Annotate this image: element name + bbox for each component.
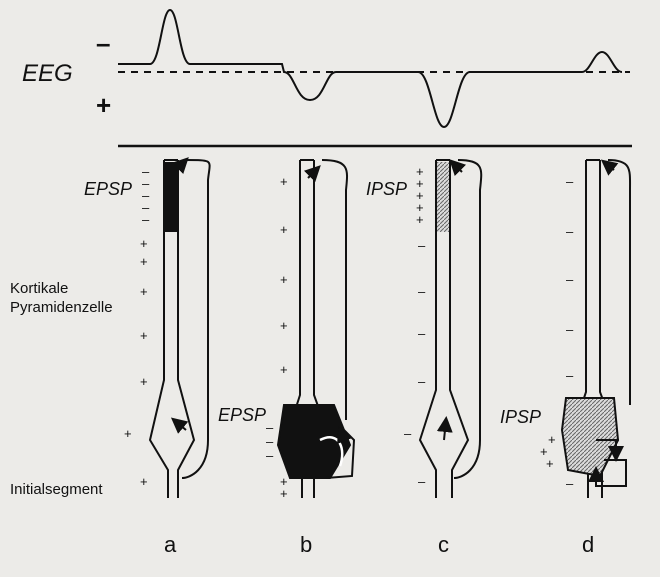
svg-text:+: +	[280, 474, 288, 489]
charges-a: ––– –– +++ +++ +	[124, 164, 150, 489]
svg-text:–: –	[142, 164, 150, 179]
svg-text:+: +	[546, 456, 554, 471]
svg-text:–: –	[566, 272, 574, 287]
svg-text:+: +	[280, 318, 288, 333]
svg-text:–: –	[418, 284, 426, 299]
svg-text:–: –	[404, 426, 412, 441]
neuron-d	[560, 159, 632, 498]
charges-d: ––– –– +++ –	[540, 174, 574, 491]
neuron-c	[418, 159, 483, 498]
svg-text:+: +	[540, 444, 548, 459]
svg-text:+: +	[140, 254, 148, 269]
svg-text:+: +	[416, 176, 424, 191]
svg-text:+: +	[416, 164, 424, 179]
eeg-plus-sign: +	[96, 90, 112, 120]
svg-text:+: +	[140, 236, 148, 251]
svg-text:–: –	[266, 434, 274, 449]
svg-text:–: –	[418, 374, 426, 389]
label-epsp-b: EPSP	[218, 405, 267, 425]
svg-text:+: +	[124, 426, 132, 441]
svg-text:+: +	[280, 362, 288, 377]
svg-text:+: +	[280, 174, 288, 189]
label-ipsp-c: IPSP	[366, 179, 408, 199]
svg-text:–: –	[418, 238, 426, 253]
svg-text:+: +	[140, 374, 148, 389]
label-initial-segment: Initialsegment	[10, 481, 103, 498]
svg-text:+: +	[280, 486, 288, 501]
svg-text:+: +	[140, 474, 148, 489]
panel-letter-c: c	[438, 532, 449, 557]
svg-text:–: –	[566, 224, 574, 239]
svg-text:–: –	[142, 212, 150, 227]
charges-c: +++ ++ ––– –––	[404, 164, 426, 489]
neuron-b	[276, 159, 356, 498]
svg-text:–: –	[266, 420, 274, 435]
charges-b: +++ ++ ––– ++	[266, 174, 288, 501]
label-cell-line2: Pyramidenzelle	[10, 299, 113, 316]
panel-letter-d: d	[582, 532, 595, 557]
label-epsp-a: EPSP	[84, 179, 133, 199]
svg-text:–: –	[418, 474, 426, 489]
svg-text:+: +	[280, 222, 288, 237]
label-cell-line1: Kortikale	[10, 280, 69, 297]
svg-text:–: –	[566, 322, 574, 337]
label-ipsp-d: IPSP	[500, 407, 542, 427]
svg-text:+: +	[548, 432, 556, 447]
svg-text:+: +	[416, 188, 424, 203]
svg-text:+: +	[416, 200, 424, 215]
svg-text:+: +	[140, 328, 148, 343]
svg-text:–: –	[418, 326, 426, 341]
svg-text:–: –	[566, 368, 574, 383]
eeg-minus-sign: –	[96, 28, 111, 58]
svg-text:–: –	[566, 476, 574, 491]
eeg-trace	[118, 8, 623, 129]
svg-text:+: +	[140, 284, 148, 299]
neuron-a	[148, 157, 211, 498]
eeg-label: EEG	[22, 60, 73, 87]
svg-text:–: –	[142, 188, 150, 203]
svg-text:+: +	[416, 212, 424, 227]
svg-text:+: +	[280, 272, 288, 287]
panel-letter-a: a	[164, 532, 177, 557]
svg-text:–: –	[566, 174, 574, 189]
svg-text:–: –	[266, 448, 274, 463]
svg-text:–: –	[142, 200, 150, 215]
panel-letter-b: b	[300, 532, 313, 557]
svg-text:–: –	[142, 176, 150, 191]
